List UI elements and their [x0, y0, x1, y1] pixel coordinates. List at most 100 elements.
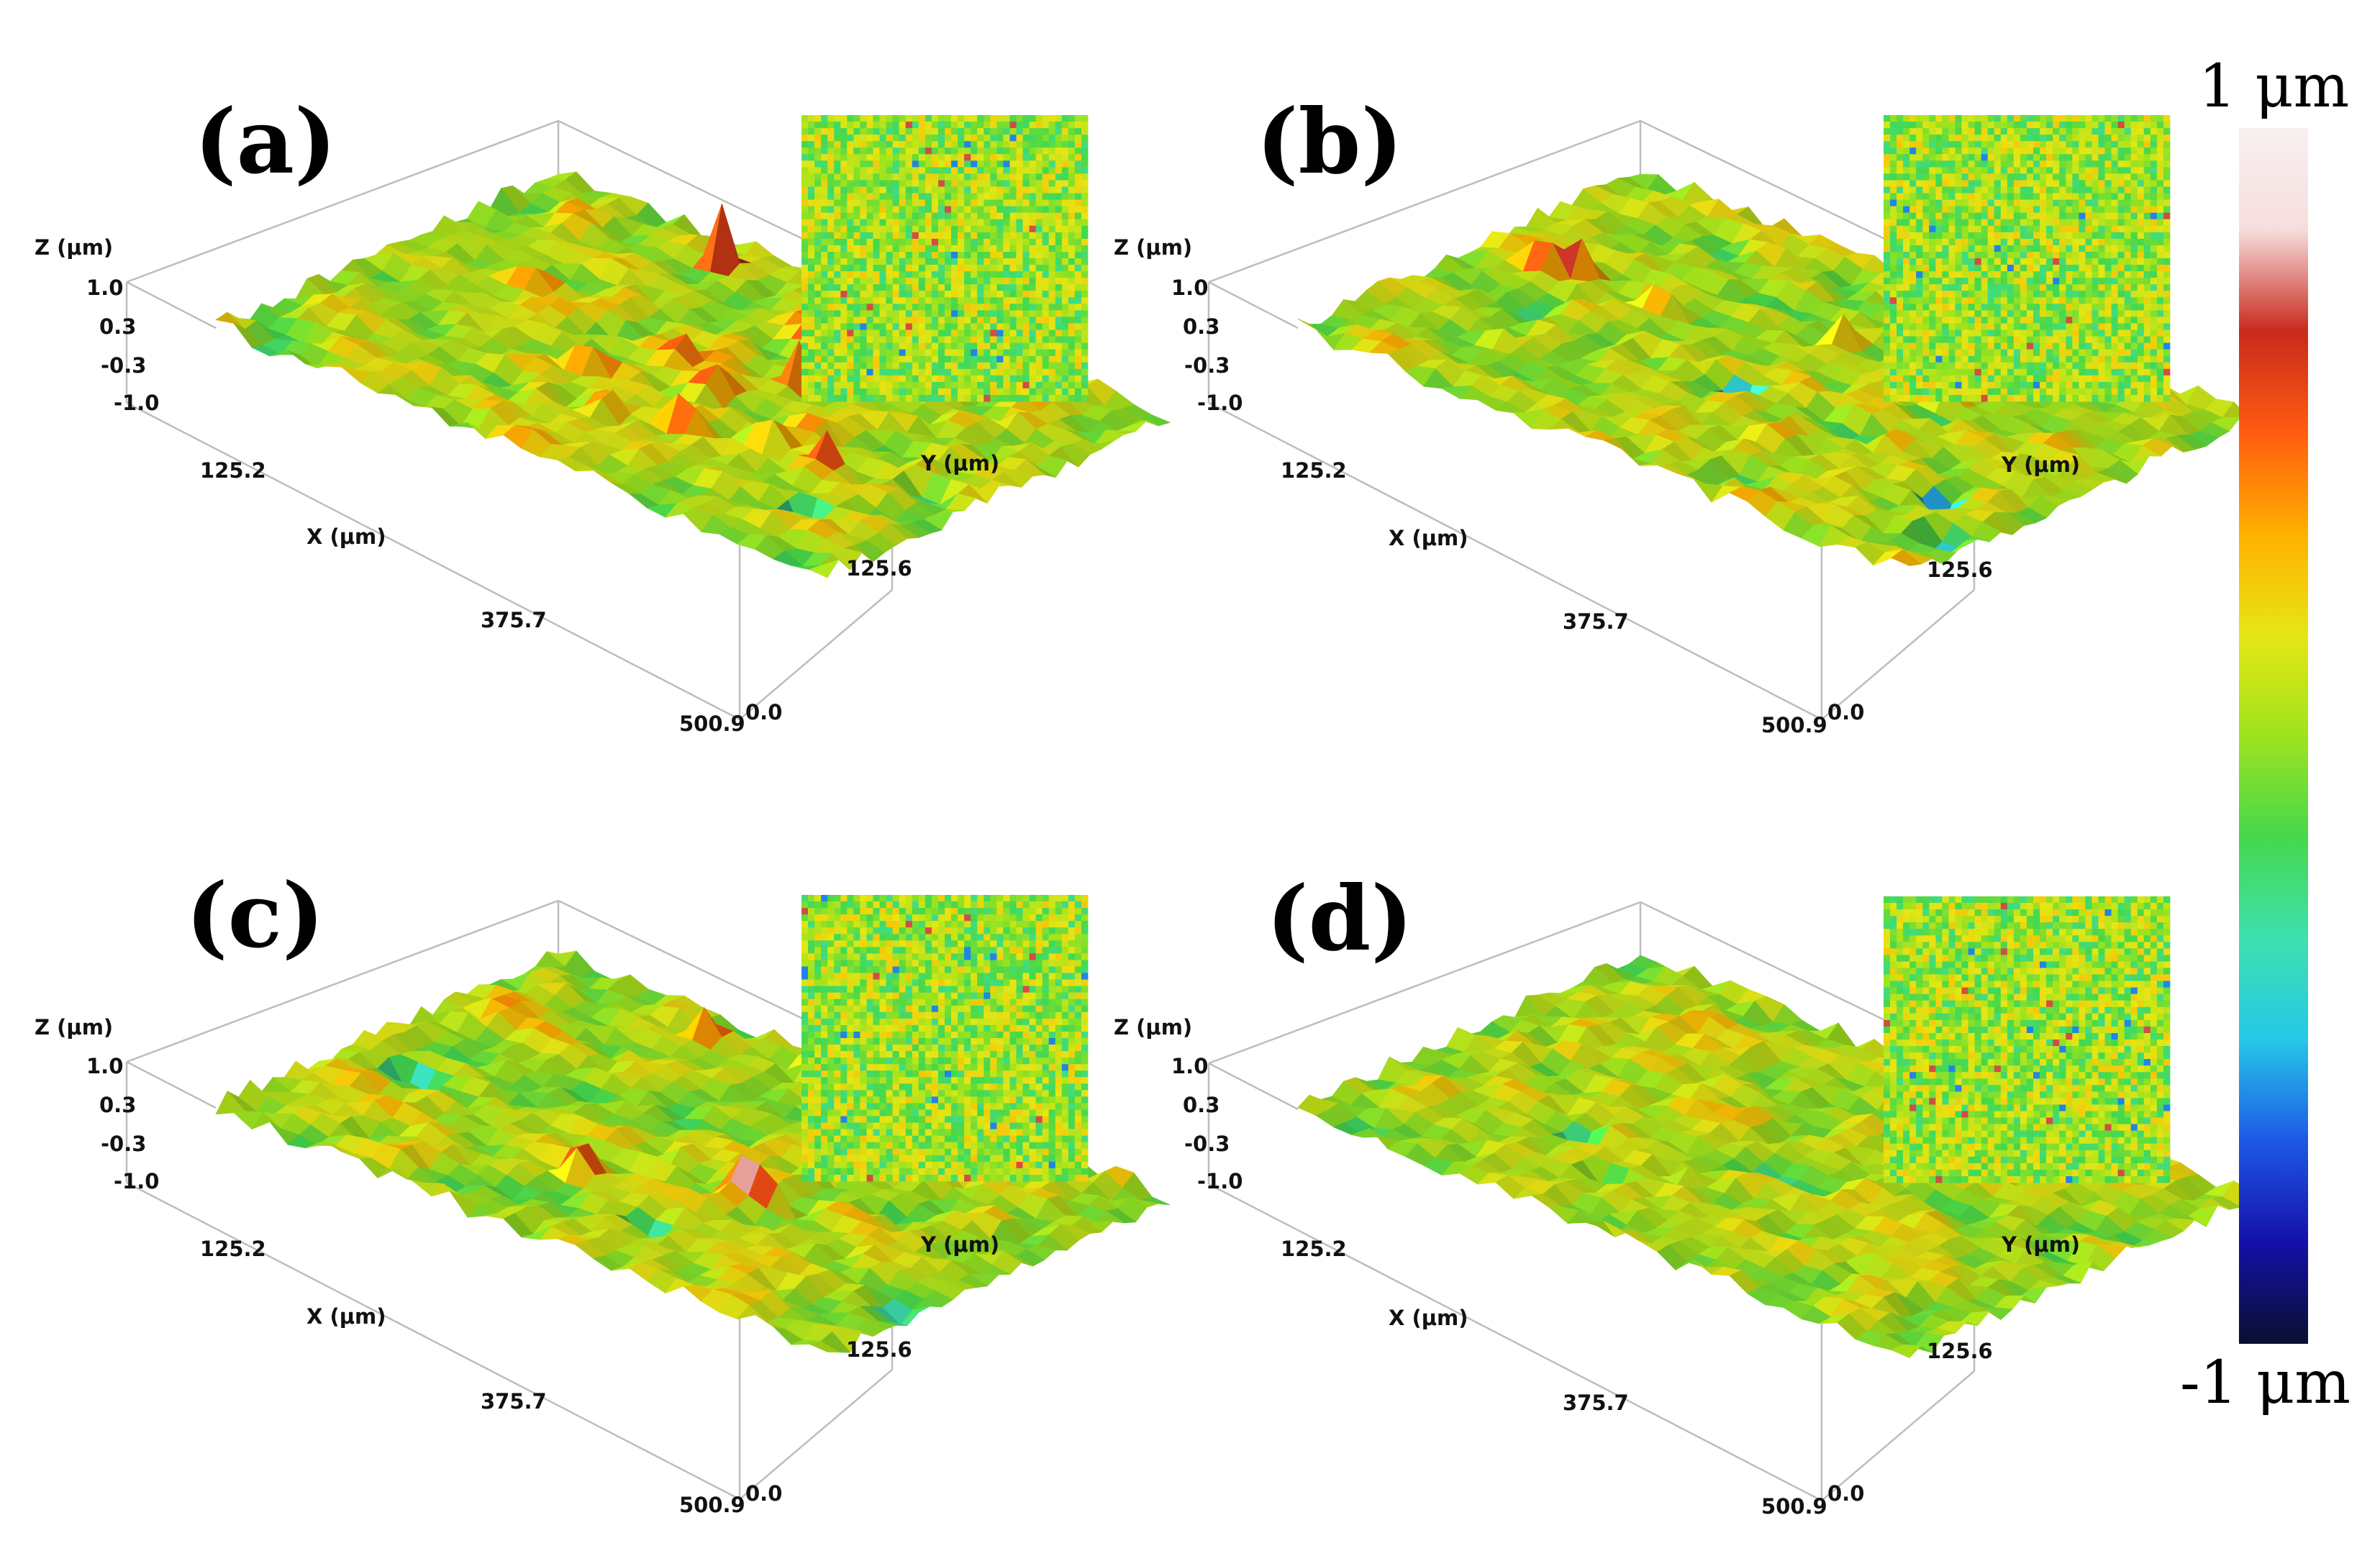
panel-b-inset-cell [1942, 323, 1949, 330]
panel-a-inset-cell [1009, 128, 1017, 135]
panel-a-inset-cell [892, 154, 899, 161]
panel-a-inset-cell [996, 297, 1004, 304]
panel-a-inset-cell [971, 317, 978, 324]
panel-a-inset-cell [1022, 368, 1030, 376]
panel-b-inset-cell [1890, 180, 1897, 187]
panel-a-inset-cell [866, 232, 873, 240]
panel-a-inset-cell [879, 160, 886, 168]
panel-b-inset-cell [2013, 362, 2021, 370]
panel-b-inset-cell [1955, 115, 1962, 122]
panel-a-inset-cell [866, 147, 873, 155]
panel-a-inset-cell [951, 381, 958, 389]
panel-b-inset-cell [1968, 355, 1975, 363]
panel-a-inset-cell [925, 381, 932, 389]
panel-a-inset-cell [1061, 258, 1069, 265]
panel-b-inset-cell [1955, 128, 1962, 135]
panel-b-inset-cell [2000, 310, 2008, 317]
panel-a-inset-cell [1074, 368, 1082, 376]
panel-a-inset-cell [984, 355, 991, 363]
panel-b-inset-cell [1981, 206, 1989, 213]
panel-a-inset-cell [918, 323, 926, 330]
panel-a-inset-cell [1068, 342, 1076, 350]
panel-a-inset-cell [1081, 342, 1089, 350]
panel-a-inset-cell [860, 284, 867, 291]
panel-b-inset-cell [1935, 317, 1943, 324]
panel-b-inset-cell [1922, 173, 1930, 181]
panel-a-inset-cell [977, 122, 984, 129]
panel-a-inset-cell [853, 388, 860, 396]
panel-a-inset-cell [918, 232, 926, 240]
panel-a-inset-cell [925, 219, 932, 227]
panel-a-inset-cell [899, 167, 907, 174]
panel-a-inset-cell [964, 329, 971, 337]
panel-b-inset-cell [2027, 173, 2034, 181]
panel-a-inset-cell [918, 291, 926, 298]
panel-a-inset-cell [925, 395, 932, 402]
panel-a-inset-cell [1042, 258, 1050, 265]
panel-a-inset-cell [808, 135, 815, 142]
panel-a-inset-cell [1029, 342, 1036, 350]
panel-a-inset-cell [1029, 122, 1036, 129]
panel-a-inset-cell [912, 186, 919, 194]
panel-b-inset-cell [1981, 258, 1989, 265]
panel-b-inset-cell [1922, 122, 1930, 129]
panel-b-inset-cell [1987, 141, 1995, 148]
panel-a-inset-cell [984, 304, 991, 311]
panel-a-inset-cell [905, 128, 913, 135]
panel-b-inset-cell [1897, 368, 1904, 376]
panel-a-inset-cell [1029, 265, 1036, 272]
panel-a-inset-cell [1022, 291, 1030, 298]
panel-a-inset-cell [860, 297, 867, 304]
panel-a-inset-cell [918, 368, 926, 376]
panel-b-inset-cell [2000, 206, 2008, 213]
panel-b-inset-cell [1935, 141, 1943, 148]
panel-a-inset-cell [951, 388, 958, 396]
panel-a-inset-cell [990, 297, 997, 304]
panel-a-inset-cell [840, 375, 848, 383]
panel-a-inset-cell [912, 336, 919, 343]
panel-a-inset-cell [834, 206, 841, 213]
panel-a-inset-cell [1035, 225, 1043, 233]
panel-a-inset-cell [990, 147, 997, 155]
panel-a-inset-cell [1081, 160, 1089, 168]
panel-a-inset-cell [821, 180, 828, 187]
panel-a-inset-cell [827, 252, 835, 259]
panel-b-inset-map [1884, 115, 2171, 402]
panel-a-inset-cell [899, 186, 907, 194]
panel-a-inset-cell [1003, 115, 1010, 122]
panel-a-inset-cell [1035, 375, 1043, 383]
panel-a-inset-cell [853, 167, 860, 174]
panel-b-inset-cell [2000, 368, 2008, 376]
panel-a-inset-cell [866, 186, 873, 194]
panel-a-inset-cell [1035, 212, 1043, 220]
panel-a-inset-cell [1081, 355, 1089, 363]
panel-b-inset-cell [1884, 122, 1891, 129]
panel-a-inset-cell [860, 329, 867, 337]
panel-a-inset-cell [977, 128, 984, 135]
panel-a-inset-cell [1035, 238, 1043, 246]
panel-a-inset-cell [840, 395, 848, 402]
panel-b-inset-cell [1987, 238, 1995, 246]
panel-a-inset-cell [834, 271, 841, 278]
panel-b-inset-cell [1903, 206, 1910, 213]
panel-a-inset-cell [977, 310, 984, 317]
panel-a-inset-cell [971, 160, 978, 168]
panel-a-inset-cell [801, 135, 809, 142]
panel-a-inset-cell [1055, 362, 1063, 370]
panel-b-inset-cell [2020, 323, 2027, 330]
panel-b-inset-cell [1961, 167, 1968, 174]
panel-b-inset-cell [1994, 232, 2002, 240]
panel-b-inset-cell [1981, 245, 1989, 253]
panel-a-inset-cell [958, 271, 965, 278]
panel-b-inset-cell [2013, 147, 2021, 155]
panel-b-inset-cell [2000, 342, 2008, 350]
panel-b-inset-cell [2013, 297, 2021, 304]
panel-a-inset-cell [977, 329, 984, 337]
panel-b-inset-cell [1897, 167, 1904, 174]
panel-a-inset-cell [958, 336, 965, 343]
panel-a-inset-cell [1009, 323, 1017, 330]
panel-a-inset-cell [971, 368, 978, 376]
panel-a-inset-cell [827, 388, 835, 396]
panel-a-inset-cell [899, 265, 907, 272]
panel-a-inset-cell [925, 186, 932, 194]
